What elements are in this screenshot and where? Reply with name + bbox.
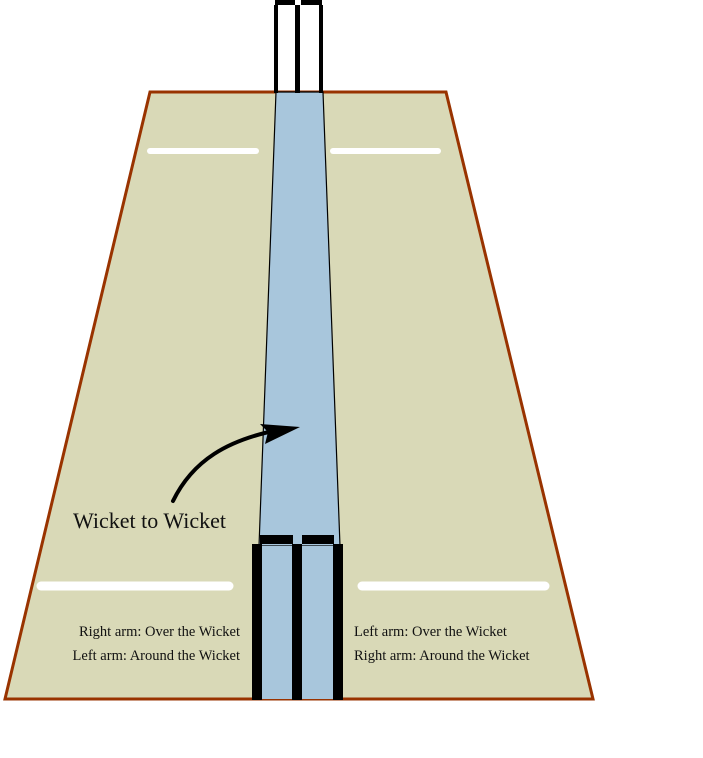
left-side-line2: Left arm: Around the Wicket: [73, 648, 240, 664]
left-side-line1: Right arm: Over the Wicket: [79, 624, 240, 640]
arrow-curve: [171, 428, 280, 503]
arrow-head-icon: [260, 424, 300, 444]
far-stumps: [274, 0, 323, 93]
wicket-to-wicket-label: Wicket to Wicket: [73, 508, 226, 533]
right-side-line1: Left arm: Over the Wicket: [354, 624, 507, 640]
near-stumps: [252, 535, 343, 700]
right-side-line2: Right arm: Around the Wicket: [354, 648, 530, 664]
